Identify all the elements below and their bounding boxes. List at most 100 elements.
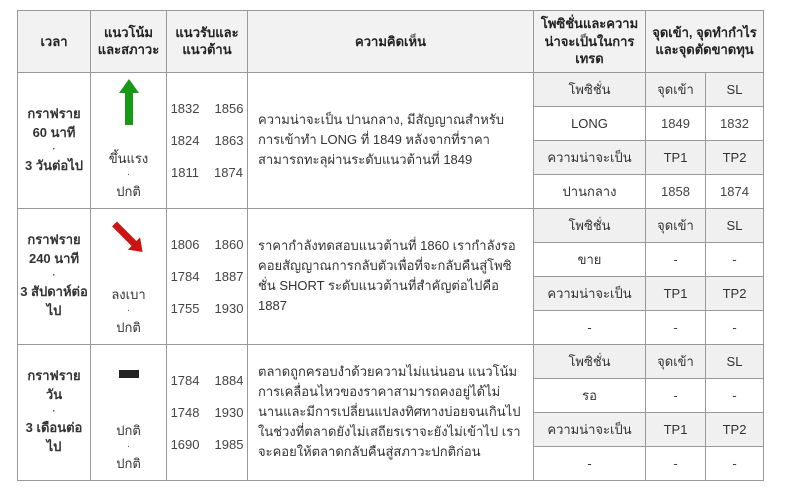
resistance-value: 1856 [214, 100, 244, 116]
table-row: กราฟราย 60 นาที · 3 วันต่อไป ขึ้นแรง · ป… [17, 71, 765, 209]
dot-separator: · [126, 169, 131, 181]
probability-header-cell: ความน่าจะเป็น [533, 275, 646, 311]
table-row: กราฟราย 240 นาที · 3 สัปดาห์ต่อไป ลงเบา … [17, 207, 765, 345]
trend-strength-label: ลงเบา [111, 286, 146, 302]
level-pair: 1784 1887 [171, 269, 244, 284]
probability-header-cell: ความน่าจะเป็น [533, 139, 646, 175]
resistance-value: 1863 [214, 132, 244, 148]
trend-strength-label: ปกติ [116, 422, 141, 438]
header-comment: ความคิดเห็น [247, 10, 534, 73]
dot-separator: · [52, 406, 56, 418]
position-header-cell: โพซิชั่น [533, 343, 646, 379]
level-pair: 1806 1860 [171, 237, 244, 252]
support-value: 1784 [170, 268, 200, 284]
timeframe-label: กราฟรายวัน [27, 368, 81, 403]
header-time: เวลา [17, 10, 91, 73]
entry-header-cell: จุดเข้า [645, 207, 706, 243]
sub-row: ความน่าจะเป็น TP1 TP2 [18, 275, 765, 311]
support-value: 1811 [171, 164, 200, 180]
position-header-cell: โพซิชั่น [533, 71, 646, 107]
timeframe-outlook-label: 3 สัปดาห์ต่อไป [20, 284, 88, 318]
timeframe-cell-240min: กราฟราย 240 นาที · 3 สัปดาห์ต่อไป [17, 207, 91, 345]
tp2-header-cell: TP2 [704, 411, 765, 447]
dot-separator: · [126, 305, 131, 317]
probability-value-cell: - [533, 445, 646, 481]
trend-cell-daily: ปกติ · ปกติ [90, 343, 167, 481]
entry-header-cell: จุดเข้า [645, 71, 706, 107]
timeframe-label: กราฟราย 240 นาที [27, 232, 81, 267]
support-value: 1755 [170, 300, 200, 316]
timeframe-label: กราฟราย 60 นาที [27, 105, 81, 140]
trend-strength-label: ขึ้นแรง [108, 150, 149, 166]
level-pair: 1811 1874 [171, 165, 243, 180]
probability-value-cell: ปานกลาง [533, 173, 646, 209]
sl-header-cell: SL [704, 343, 765, 379]
resistance-value: 1930 [214, 300, 244, 316]
resistance-value: 1884 [214, 372, 244, 388]
support-value: 1832 [170, 100, 200, 116]
sl-value-cell: 1832 [704, 105, 765, 141]
table-row: กราฟรายวัน · 3 เดือนต่อไป ปกติ · ปกติ 17… [17, 343, 765, 481]
position-value-cell: รอ [533, 377, 646, 413]
entry-value-cell: - [645, 377, 706, 413]
sl-header-cell: SL [704, 207, 765, 243]
header-position: โพซิชั่นและความน่าจะเป็นในการเทรด [533, 10, 646, 73]
support-value: 1748 [170, 404, 200, 420]
timeframe-outlook-label: 3 เดือนต่อไป [25, 420, 83, 454]
comment-cell-daily: ตลาดถูกครอบงำด้วยความไม่แน่นอน แนวโน้มกา… [247, 343, 534, 481]
tp2-header-cell: TP2 [704, 139, 765, 175]
level-pair: 1755 1930 [171, 301, 244, 316]
tp1-header-cell: TP1 [645, 275, 706, 311]
sl-value-cell: - [704, 241, 765, 277]
dot-separator: · [52, 270, 56, 282]
probability-value-cell: - [533, 309, 646, 345]
support-value: 1690 [170, 436, 200, 452]
trading-analysis-table: เวลา แนวโน้มและสภาวะ แนวรับและแนวต้าน คว… [17, 10, 765, 481]
trend-cell-240min: ลงเบา · ปกติ [90, 207, 167, 345]
sub-row: LONG 1849 1832 [18, 105, 765, 141]
level-pair: 1824 1863 [171, 133, 244, 148]
sub-row: ปานกลาง 1858 1874 [18, 173, 765, 209]
header-trend: แนวโน้มและสภาวะ [90, 10, 167, 73]
tp1-header-cell: TP1 [645, 139, 706, 175]
entry-value-cell: 1849 [645, 105, 706, 141]
flat-dash-icon [118, 369, 139, 378]
entry-header-cell: จุดเข้า [645, 343, 706, 379]
support-resistance-cell-daily: 1784 1884 1748 1930 1690 1985 [166, 343, 248, 481]
tp2-value-cell: - [704, 309, 765, 345]
timeframe-cell-daily: กราฟรายวัน · 3 เดือนต่อไป [17, 343, 91, 481]
resistance-value: 1887 [214, 268, 244, 284]
level-pair: 1748 1930 [171, 405, 244, 420]
probability-header-cell: ความน่าจะเป็น [533, 411, 646, 447]
tp1-value-cell: 1858 [645, 173, 706, 209]
tp1-value-cell: - [645, 445, 706, 481]
level-pair: 1784 1884 [171, 373, 244, 388]
level-pair: 1690 1985 [171, 437, 244, 452]
tp2-header-cell: TP2 [704, 275, 765, 311]
up-arrow-icon [118, 78, 139, 125]
tp1-value-cell: - [645, 309, 706, 345]
resistance-value: 1860 [214, 236, 244, 252]
tp2-value-cell: 1874 [704, 173, 765, 209]
tp1-header-cell: TP1 [645, 411, 706, 447]
support-value: 1806 [170, 236, 200, 252]
support-resistance-cell-240min: 1806 1860 1784 1887 1755 1930 [166, 207, 248, 345]
resistance-value: 1930 [214, 404, 244, 420]
position-value-cell: LONG [533, 105, 646, 141]
sl-header-cell: SL [704, 71, 765, 107]
table-header-row: เวลา แนวโน้มและสภาวะ แนวรับและแนวต้าน คว… [17, 10, 765, 73]
support-value: 1784 [170, 372, 200, 388]
support-resistance-cell-60min: 1832 1856 1824 1863 1811 1874 [166, 71, 248, 209]
entry-value-cell: - [645, 241, 706, 277]
header-levels: แนวรับและแนวต้าน [166, 10, 248, 73]
sl-value-cell: - [704, 377, 765, 413]
timeframe-cell-60min: กราฟราย 60 นาที · 3 วันต่อไป [17, 71, 91, 209]
sub-row: - - - [18, 309, 765, 345]
trend-condition-label: ปกติ [116, 320, 141, 336]
dot-separator: · [52, 143, 56, 155]
position-header-cell: โพซิชั่น [533, 207, 646, 243]
dot-separator: · [126, 441, 131, 453]
support-value: 1824 [170, 132, 200, 148]
sub-row: รอ - - [18, 377, 765, 413]
